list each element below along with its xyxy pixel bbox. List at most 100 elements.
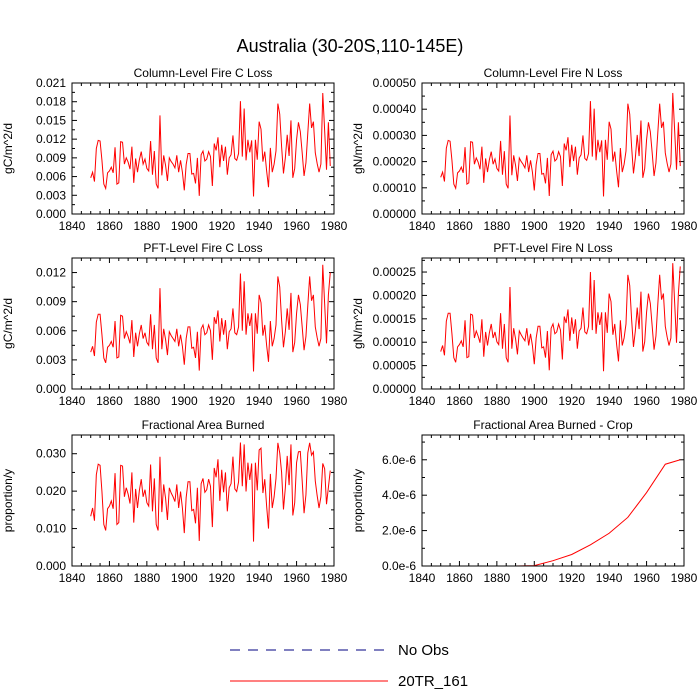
x-tick-label: 1860 — [96, 394, 123, 408]
x-tick-label: 1840 — [59, 394, 86, 408]
y-axis-label: proportion/y — [1, 469, 15, 532]
y-tick-label: 0.003 — [36, 353, 66, 367]
x-tick-label: 1940 — [246, 571, 273, 585]
y-tick-label: 2.0e-6 — [382, 524, 416, 538]
y-tick-label: 0.00000 — [373, 382, 417, 396]
x-tick-label: 1980 — [321, 219, 348, 233]
x-tick-label: 1840 — [59, 219, 86, 233]
y-tick-label: 0.000 — [36, 559, 66, 573]
panels: Column-Level Fire C Loss gC/m^2/d 1840 1860… — [1, 66, 698, 585]
x-tick-label: 1880 — [134, 394, 161, 408]
y-tick-label: 0.00010 — [373, 335, 417, 349]
y-tick-label: 0.009 — [36, 295, 66, 309]
x-tick-label: 1860 — [446, 571, 473, 585]
x-tick-label: 1840 — [409, 571, 436, 585]
y-axis-label: gN/m^2/d — [351, 123, 365, 174]
x-tick-label: 1840 — [409, 394, 436, 408]
y-tick-label: 0.015 — [36, 113, 66, 127]
x-tick-label: 1980 — [321, 394, 348, 408]
x-tick-label: 1920 — [208, 394, 235, 408]
panel-title: Column-Level Fire N Loss — [484, 66, 623, 80]
x-tick-label: 1960 — [283, 571, 310, 585]
y-tick-label: 0.003 — [36, 188, 66, 202]
plot-frame — [71, 82, 335, 215]
x-tick-label: 1920 — [558, 394, 585, 408]
x-tick-label: 1900 — [171, 571, 198, 585]
x-tick-label: 1980 — [671, 571, 698, 585]
y-tick-label: 0.00020 — [373, 155, 417, 169]
y-tick-label: 0.012 — [36, 132, 66, 146]
y-tick-label: 0.00000 — [373, 207, 417, 221]
series-line-20tr-161 — [90, 92, 331, 197]
series-line-20tr-161 — [440, 459, 681, 567]
x-tick-label: 1880 — [484, 219, 511, 233]
y-axis-label: gN/m^2/d — [351, 298, 365, 349]
y-tick-label: 0.00025 — [373, 265, 417, 279]
panel-title: PFT-Level Fire N Loss — [493, 241, 612, 255]
x-tick-label: 1960 — [633, 394, 660, 408]
x-tick-label: 1880 — [134, 219, 161, 233]
x-tick-label: 1980 — [671, 394, 698, 408]
legend-label-no-obs: No Obs — [398, 642, 449, 659]
panel-1: Column-Level Fire C Loss gC/m^2/d 1840 1860… — [1, 66, 348, 233]
x-tick-label: 1840 — [409, 219, 436, 233]
y-tick-label: 0.012 — [36, 266, 66, 280]
y-axis-label: gC/m^2/d — [1, 123, 15, 174]
x-tick-label: 1860 — [446, 394, 473, 408]
panel-title: Fractional Area Burned - Crop — [473, 418, 633, 432]
y-tick-label: 0.020 — [36, 484, 66, 498]
x-tick-label: 1900 — [171, 394, 198, 408]
series-line-20tr-161 — [440, 263, 681, 372]
x-tick-label: 1880 — [484, 571, 511, 585]
plot-frame — [71, 434, 335, 567]
x-tick-label: 1840 — [59, 571, 86, 585]
panel-title: Column-Level Fire C Loss — [134, 66, 273, 80]
x-tick-label: 1920 — [208, 219, 235, 233]
x-tick-label: 1940 — [596, 219, 623, 233]
panel-4: PFT-Level Fire N Loss gN/m^2/d 1840 1860 188… — [351, 241, 698, 408]
y-tick-label: 0.018 — [36, 95, 66, 109]
y-tick-label: 0.00020 — [373, 288, 417, 302]
series-line-20tr-161 — [440, 92, 681, 197]
x-tick-label: 1940 — [596, 394, 623, 408]
y-tick-label: 0.00040 — [373, 102, 417, 116]
plot-frame — [421, 257, 685, 390]
x-tick-label: 1900 — [521, 219, 548, 233]
y-tick-label: 0.0e-6 — [382, 559, 416, 573]
panel-title: Fractional Area Burned — [142, 418, 265, 432]
y-tick-label: 0.021 — [36, 76, 66, 90]
y-tick-label: 0.00010 — [373, 181, 417, 195]
plot-frame — [71, 257, 335, 390]
y-tick-label: 0.006 — [36, 324, 66, 338]
x-tick-label: 1860 — [96, 219, 123, 233]
y-tick-label: 0.030 — [36, 447, 66, 461]
x-tick-label: 1920 — [558, 571, 585, 585]
legend: No Obs 20TR_161 — [230, 642, 468, 690]
panel-2: Column-Level Fire N Loss gN/m^2/d 1840 1860… — [351, 66, 698, 233]
y-tick-label: 0.009 — [36, 151, 66, 165]
panel-5: Fractional Area Burned proportion/y 1840 18… — [1, 418, 348, 585]
x-tick-label: 1960 — [633, 571, 660, 585]
x-tick-label: 1940 — [246, 219, 273, 233]
series-line-20tr-161 — [90, 264, 331, 372]
x-tick-label: 1900 — [521, 394, 548, 408]
x-tick-label: 1960 — [283, 219, 310, 233]
x-tick-label: 1860 — [446, 219, 473, 233]
y-tick-label: 0.010 — [36, 522, 66, 536]
y-axis-label: gC/m^2/d — [1, 298, 15, 349]
legend-label-20tr-161: 20TR_161 — [398, 673, 468, 690]
y-tick-label: 0.00005 — [373, 359, 417, 373]
x-tick-label: 1860 — [96, 571, 123, 585]
x-tick-label: 1920 — [558, 219, 585, 233]
y-tick-label: 0.00030 — [373, 128, 417, 142]
y-axis-label: proportion/y — [351, 469, 365, 532]
figure-title: Australia (30-20S,110-145E) — [237, 36, 464, 56]
y-tick-label: 4.0e-6 — [382, 488, 416, 502]
x-tick-label: 1960 — [283, 394, 310, 408]
y-tick-label: 6.0e-6 — [382, 453, 416, 467]
plot-frame — [421, 434, 685, 567]
series-line-20tr-161 — [90, 442, 331, 542]
x-tick-label: 1880 — [484, 394, 511, 408]
x-tick-label: 1980 — [321, 571, 348, 585]
